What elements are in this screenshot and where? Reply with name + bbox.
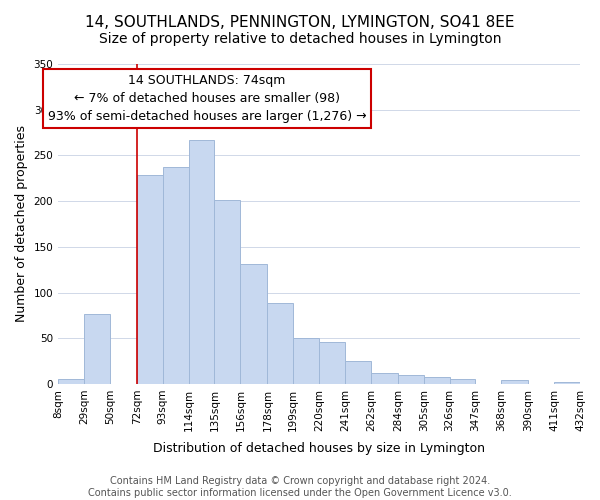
Text: 14 SOUTHLANDS: 74sqm
← 7% of detached houses are smaller (98)
93% of semi-detach: 14 SOUTHLANDS: 74sqm ← 7% of detached ho… <box>47 74 366 122</box>
Y-axis label: Number of detached properties: Number of detached properties <box>15 126 28 322</box>
Bar <box>241 264 268 384</box>
Bar <box>293 338 319 384</box>
X-axis label: Distribution of detached houses by size in Lymington: Distribution of detached houses by size … <box>153 442 485 455</box>
Text: 14, SOUTHLANDS, PENNINGTON, LYMINGTON, SO41 8EE: 14, SOUTHLANDS, PENNINGTON, LYMINGTON, S… <box>85 15 515 30</box>
Bar <box>188 140 214 384</box>
Text: Contains HM Land Registry data © Crown copyright and database right 2024.
Contai: Contains HM Land Registry data © Crown c… <box>88 476 512 498</box>
Bar <box>268 304 293 384</box>
Text: Size of property relative to detached houses in Lymington: Size of property relative to detached ho… <box>99 32 501 46</box>
Bar <box>84 314 110 384</box>
Bar <box>398 375 424 384</box>
Bar <box>424 376 449 384</box>
Bar <box>163 168 188 384</box>
Bar <box>137 174 163 384</box>
Bar <box>371 373 398 384</box>
Bar <box>554 382 580 384</box>
Bar <box>58 380 84 384</box>
Bar <box>449 380 475 384</box>
Bar <box>501 380 529 384</box>
Bar <box>345 361 371 384</box>
Bar <box>214 200 241 384</box>
Bar <box>319 342 345 384</box>
